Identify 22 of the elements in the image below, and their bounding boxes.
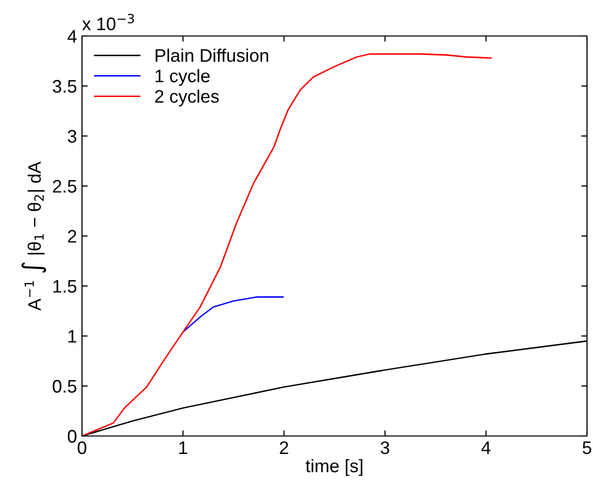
x-tick-label: 4 bbox=[481, 442, 490, 454]
legend-label: 2 cycles bbox=[155, 90, 219, 106]
x-tick-label: 3 bbox=[380, 441, 390, 454]
line-series bbox=[182, 296, 284, 333]
text: x 10$^{−3}$ bbox=[82, 14, 134, 30]
x-tick-label: 0 bbox=[78, 441, 86, 454]
y-tick-label: 1.5 bbox=[53, 280, 76, 293]
y-tick-label: 0 bbox=[68, 430, 76, 443]
y-tick-label: 3.5 bbox=[52, 80, 76, 93]
legend-label: Plain Diffusion bbox=[156, 48, 268, 62]
legend-label: 1 cycle bbox=[156, 69, 210, 86]
y-tick-label: 4 bbox=[68, 30, 77, 43]
y-tick-label: 3 bbox=[68, 130, 76, 143]
x-tick-label: 2 bbox=[280, 441, 288, 454]
y-tick-label: 0.5 bbox=[52, 380, 76, 393]
y-tick-label: 2.5 bbox=[52, 180, 76, 193]
y-axis-title: A$^{−1}$ ∫ |θ$_{1}$ − θ$_{2}$| dA bbox=[21, 161, 46, 311]
x-axis-title: time [s] bbox=[306, 459, 362, 476]
y-tick-label: 2 bbox=[68, 230, 76, 243]
x-tick-label: 5 bbox=[582, 442, 592, 454]
x-tick-label: 1 bbox=[179, 442, 188, 454]
y-tick-label: 1 bbox=[68, 330, 76, 343]
